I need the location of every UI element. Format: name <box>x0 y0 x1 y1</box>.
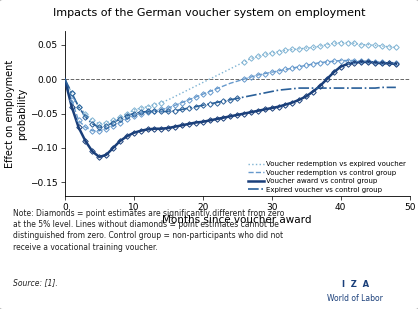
Text: Source: [1].: Source: [1]. <box>13 278 57 287</box>
Legend: Voucher redemption vs expired voucher, Voucher redemption vs control group, Vouc: Voucher redemption vs expired voucher, V… <box>248 161 406 193</box>
Y-axis label: Effect on employment
probability: Effect on employment probability <box>5 59 28 168</box>
Text: Note: Diamonds = point estimates are significantly different from zero
at the 5%: Note: Diamonds = point estimates are sig… <box>13 209 284 252</box>
Text: World of Labor: World of Labor <box>327 294 383 303</box>
Text: Impacts of the German voucher system on employment: Impacts of the German voucher system on … <box>53 8 365 18</box>
Text: I  Z  A: I Z A <box>342 280 369 289</box>
X-axis label: Months since voucher award: Months since voucher award <box>163 215 312 225</box>
